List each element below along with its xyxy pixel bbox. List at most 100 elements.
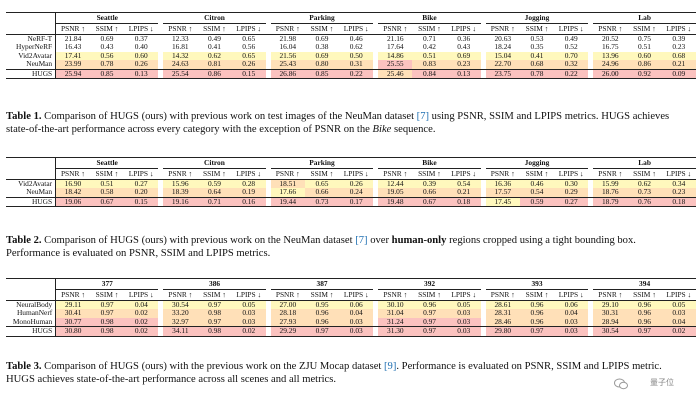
caption-text: sequence. [391, 124, 436, 136]
metric-value: 0.78 [89, 60, 125, 70]
method-name: HyperNeRF [16, 42, 53, 52]
metric-header: SSIM ↑ [89, 168, 125, 180]
metric-value: 17.45 [485, 196, 520, 207]
metric-value: 0.03 [339, 326, 374, 337]
metric-header: SSIM ↑ [519, 23, 555, 35]
metric-value: 29.10 [593, 300, 628, 310]
table-row: NeuralBody 29.11 0.97 0.04 30.54 0.97 0.05 27.0… [6, 300, 696, 310]
metric-value: 30.80 [55, 326, 90, 337]
metric-value: 0.26 [124, 60, 159, 70]
metric-value: 0.51 [638, 42, 651, 52]
metric-header: PSNR ↑ [485, 168, 520, 180]
citation-link[interactable]: [7] [416, 111, 430, 122]
spacer [588, 196, 594, 207]
spacer [373, 326, 379, 337]
metric-value: 0.98 [197, 326, 232, 337]
metric-value: 0.54 [519, 188, 555, 198]
metric-value: 0.04 [124, 300, 159, 310]
metric-value: 16.81 [171, 42, 189, 52]
metric-value: 0.97 [412, 326, 447, 337]
spacer [265, 168, 271, 180]
metric-value: 0.98 [89, 326, 125, 337]
metric-value: 0.21 [661, 60, 696, 70]
metric-value: 14.86 [378, 51, 413, 61]
metric-value: 19.06 [55, 196, 90, 207]
citation-link[interactable]: [7] [355, 235, 368, 246]
metric-value: 0.68 [661, 51, 696, 61]
metric-value: 29.29 [270, 326, 305, 337]
metric-value: 0.24 [339, 188, 374, 198]
metric-header: LPIPS ↓ [124, 168, 159, 180]
metric-value: 0.41 [519, 51, 555, 61]
metric-header: PSNR ↑ [593, 168, 628, 180]
group-header: 393 [485, 278, 589, 290]
group-header-row: Seattle Citron Parking Bike Jogging Lab [6, 157, 696, 169]
citation-link[interactable]: [9] [384, 361, 397, 372]
metric-value: 28.94 [593, 317, 628, 327]
metric-header: LPIPS ↓ [231, 23, 266, 35]
metric-value: 0.97 [627, 326, 662, 337]
metric-value: 24.63 [163, 60, 198, 70]
metric-value: 0.41 [208, 42, 221, 52]
metric-value: 0.18 [661, 196, 696, 207]
spacer [158, 196, 164, 207]
metric-value: 0.06 [339, 300, 374, 310]
group-header: Jogging [485, 12, 589, 24]
metric-value: 0.58 [89, 188, 125, 198]
metric-value: 0.02 [124, 308, 159, 318]
metric-value: 0.97 [304, 326, 340, 337]
metric-header: SSIM ↑ [627, 23, 662, 35]
metric-header: SSIM ↑ [197, 23, 232, 35]
metric-value: 0.78 [519, 68, 555, 79]
metric-value: 0.71 [423, 34, 436, 43]
caption-text: Comparison of HUGS (ours) with the previ… [41, 361, 385, 372]
metric-value: 0.04 [339, 308, 374, 318]
group-header: Jogging [485, 157, 589, 169]
spacer [158, 68, 164, 79]
metric-value: 0.86 [627, 60, 662, 70]
metric-value: 30.41 [55, 308, 90, 318]
caption-label: Table 1. [6, 111, 42, 122]
caption-label: Table 2. [6, 235, 42, 246]
group-header: 377 [55, 278, 159, 290]
metric-value: 16.36 [485, 179, 520, 189]
group-header: 394 [593, 278, 696, 290]
caption-text: Comparison of HUGS (ours) with previous … [41, 235, 356, 246]
spacer [373, 68, 379, 79]
corner-cell [6, 289, 56, 301]
corner-cell [6, 168, 56, 180]
metric-header-row: PSNR ↑ SSIM ↑ LPIPS ↓ PSNR ↑ SSIM ↑ LPIPS ↓ PS… [6, 289, 696, 301]
metric-header: LPIPS ↓ [554, 289, 589, 301]
metric-value: 0.03 [661, 308, 696, 318]
metric-value: 21.16 [386, 34, 404, 43]
metric-value: 17.41 [55, 51, 90, 61]
metric-header: SSIM ↑ [304, 23, 340, 35]
metric-header: LPIPS ↓ [339, 168, 374, 180]
metric-header: PSNR ↑ [593, 289, 628, 301]
metric-value: 0.96 [519, 317, 555, 327]
metric-value: 0.23 [446, 60, 481, 70]
metric-value: 29.80 [485, 326, 520, 337]
metric-value: 0.96 [519, 300, 555, 310]
hugs-row: HUGS 25.94 0.85 0.13 25.54 0.86 0.15 26.86 0.85 0… [6, 68, 696, 79]
group-header-row: 377 386 387 392 393 394 [6, 278, 696, 290]
metric-value: 25.54 [163, 68, 198, 79]
metric-value: 0.03 [446, 317, 481, 327]
metric-value: 28.61 [485, 300, 520, 310]
spacer [373, 289, 379, 301]
method-name: Vid2Avatar [18, 50, 53, 60]
metric-header: PSNR ↑ [55, 289, 90, 301]
metric-header: LPIPS ↓ [661, 23, 696, 35]
metric-header: PSNR ↑ [270, 289, 305, 301]
metric-header: SSIM ↑ [304, 168, 340, 180]
metric-value: 34.11 [163, 326, 198, 337]
metric-header: LPIPS ↓ [124, 23, 159, 35]
metric-value: 0.03 [446, 308, 481, 318]
metric-value: 0.03 [554, 317, 589, 327]
metric-header: PSNR ↑ [55, 168, 90, 180]
metric-value: 0.62 [627, 179, 662, 189]
metric-value: 0.62 [349, 42, 363, 52]
metric-value: 16.04 [279, 42, 297, 52]
metric-value: 27.00 [270, 300, 305, 310]
method-name: Vid2Avatar [18, 179, 53, 188]
